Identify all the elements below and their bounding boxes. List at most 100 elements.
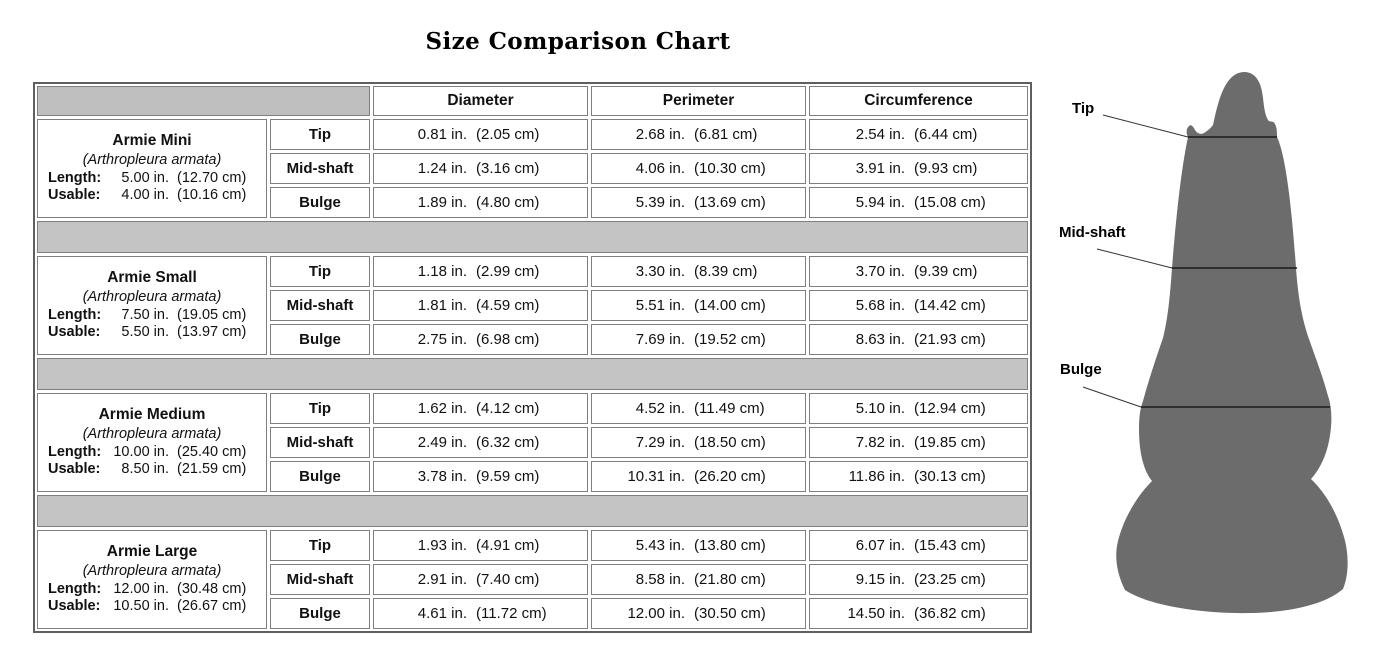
cm-value: (7.40 cm) bbox=[476, 571, 540, 588]
product-info-cell: Armie Small (Arthropleura armata) Length… bbox=[37, 256, 267, 355]
usable-cm: (10.16 cm) bbox=[177, 187, 247, 204]
inches-value: 2.54 in. bbox=[855, 126, 905, 143]
inches-value: 4.61 in. bbox=[417, 605, 467, 622]
cell-circumference: 3.91 in. (9.93 cm) bbox=[809, 153, 1028, 184]
row-label-bulge: Bulge bbox=[270, 324, 370, 355]
cm-value: (10.30 cm) bbox=[694, 160, 766, 177]
column-header-perimeter: Perimeter bbox=[591, 86, 806, 116]
midshaft-leader-line bbox=[1096, 248, 1173, 269]
inches-value: 3.30 in. bbox=[635, 263, 685, 280]
cm-value: (9.39 cm) bbox=[914, 263, 978, 280]
product-length-row: Length: 7.50 in. (19.05 cm) bbox=[42, 307, 262, 325]
length-cm: (19.05 cm) bbox=[177, 306, 247, 323]
cm-value: (23.25 cm) bbox=[914, 571, 986, 588]
length-inches: 5.00 in. bbox=[121, 169, 169, 186]
cell-circumference: 9.15 in. (23.25 cm) bbox=[809, 564, 1028, 595]
inches-value: 3.91 in. bbox=[855, 160, 905, 177]
cm-value: (4.12 cm) bbox=[476, 400, 540, 417]
cm-value: (2.05 cm) bbox=[476, 126, 540, 143]
inches-value: 1.93 in. bbox=[417, 537, 467, 554]
row-label-bulge: Bulge bbox=[270, 461, 370, 492]
cm-value: (21.93 cm) bbox=[914, 331, 986, 348]
inches-value: 11.86 in. bbox=[848, 468, 905, 485]
product-usable-row: Usable: 5.50 in. (13.97 cm) bbox=[42, 324, 262, 342]
cell-diameter: 0.81 in. (2.05 cm) bbox=[373, 119, 588, 150]
cm-value: (12.94 cm) bbox=[914, 400, 986, 417]
cell-diameter: 1.24 in. (3.16 cm) bbox=[373, 153, 588, 184]
inches-value: 2.75 in. bbox=[417, 331, 467, 348]
length-inches: 12.00 in. bbox=[113, 580, 169, 597]
cm-value: (2.99 cm) bbox=[476, 263, 540, 280]
cm-value: (4.91 cm) bbox=[476, 537, 540, 554]
inches-value: 5.39 in. bbox=[635, 194, 685, 211]
cm-value: (6.44 cm) bbox=[914, 126, 978, 143]
length-cm: (30.48 cm) bbox=[177, 580, 247, 597]
usable-inches: 5.50 in. bbox=[121, 324, 169, 341]
cm-value: (19.52 cm) bbox=[694, 331, 766, 348]
cell-diameter: 1.18 in. (2.99 cm) bbox=[373, 256, 588, 287]
cm-value: (21.80 cm) bbox=[694, 571, 766, 588]
usable-cm: (21.59 cm) bbox=[177, 461, 247, 478]
product-silhouette bbox=[1116, 71, 1348, 614]
usable-inches: 8.50 in. bbox=[121, 461, 169, 478]
cm-value: (9.59 cm) bbox=[476, 468, 540, 485]
length-cm: (25.40 cm) bbox=[177, 443, 247, 460]
length-label: Length: bbox=[48, 306, 102, 323]
cell-diameter: 1.93 in. (4.91 cm) bbox=[373, 530, 588, 561]
inches-value: 7.69 in. bbox=[635, 331, 685, 348]
product-name: Armie Large bbox=[106, 543, 198, 561]
cell-diameter: 2.75 in. (6.98 cm) bbox=[373, 324, 588, 355]
usable-label: Usable: bbox=[48, 598, 101, 615]
inches-value: 8.58 in. bbox=[635, 571, 685, 588]
cell-perimeter: 3.30 in. (8.39 cm) bbox=[591, 256, 806, 287]
cm-value: (26.20 cm) bbox=[694, 468, 766, 485]
cell-circumference: 5.94 in. (15.08 cm) bbox=[809, 187, 1028, 218]
cell-perimeter: 7.69 in. (19.52 cm) bbox=[591, 324, 806, 355]
length-cm: (12.70 cm) bbox=[177, 169, 247, 186]
inches-value: 6.07 in. bbox=[855, 537, 905, 554]
product-species: (Arthropleura armata) bbox=[82, 562, 222, 579]
product-species: (Arthropleura armata) bbox=[82, 151, 222, 168]
cm-value: (8.39 cm) bbox=[694, 263, 758, 280]
inches-value: 1.62 in. bbox=[417, 400, 467, 417]
cell-perimeter: 12.00 in. (30.50 cm) bbox=[591, 598, 806, 629]
cell-circumference: 5.10 in. (12.94 cm) bbox=[809, 393, 1028, 424]
row-label-tip: Tip bbox=[270, 119, 370, 150]
product-length-row: Length: 5.00 in. (12.70 cm) bbox=[42, 170, 262, 188]
cm-value: (13.80 cm) bbox=[694, 537, 766, 554]
row-label-tip: Tip bbox=[270, 393, 370, 424]
row-label-midshaft: Mid-shaft bbox=[270, 153, 370, 184]
product-name: Armie Mini bbox=[112, 132, 192, 150]
cell-circumference: 11.86 in. (30.13 cm) bbox=[809, 461, 1028, 492]
inches-value: 3.78 in. bbox=[417, 468, 467, 485]
row-label-bulge: Bulge bbox=[270, 598, 370, 629]
inches-value: 0.81 in. bbox=[417, 126, 467, 143]
cell-perimeter: 7.29 in. (18.50 cm) bbox=[591, 427, 806, 458]
cell-circumference: 2.54 in. (6.44 cm) bbox=[809, 119, 1028, 150]
inches-value: 14.50 in. bbox=[847, 605, 905, 622]
cell-diameter: 3.78 in. (9.59 cm) bbox=[373, 461, 588, 492]
usable-cm: (13.97 cm) bbox=[177, 324, 247, 341]
inches-value: 7.82 in. bbox=[855, 434, 905, 451]
cell-perimeter: 5.39 in. (13.69 cm) bbox=[591, 187, 806, 218]
inches-value: 4.06 in. bbox=[635, 160, 685, 177]
bulge-leader-line bbox=[1082, 386, 1142, 408]
usable-cm: (26.67 cm) bbox=[177, 598, 247, 615]
cm-value: (15.43 cm) bbox=[914, 537, 986, 554]
corner-cell bbox=[37, 86, 370, 116]
product-species: (Arthropleura armata) bbox=[82, 288, 222, 305]
cell-perimeter: 8.58 in. (21.80 cm) bbox=[591, 564, 806, 595]
cell-circumference: 7.82 in. (19.85 cm) bbox=[809, 427, 1028, 458]
separator-row bbox=[37, 358, 1028, 390]
cm-value: (9.93 cm) bbox=[914, 160, 978, 177]
cm-value: (6.81 cm) bbox=[694, 126, 758, 143]
cm-value: (3.16 cm) bbox=[476, 160, 540, 177]
inches-value: 1.89 in. bbox=[417, 194, 467, 211]
cm-value: (6.98 cm) bbox=[476, 331, 540, 348]
product-length-row: Length: 12.00 in. (30.48 cm) bbox=[42, 581, 262, 599]
row-label-midshaft: Mid-shaft bbox=[270, 290, 370, 321]
product-info-cell: Armie Mini (Arthropleura armata) Length:… bbox=[37, 119, 267, 218]
inches-value: 12.00 in. bbox=[627, 605, 685, 622]
inches-value: 7.29 in. bbox=[635, 434, 685, 451]
